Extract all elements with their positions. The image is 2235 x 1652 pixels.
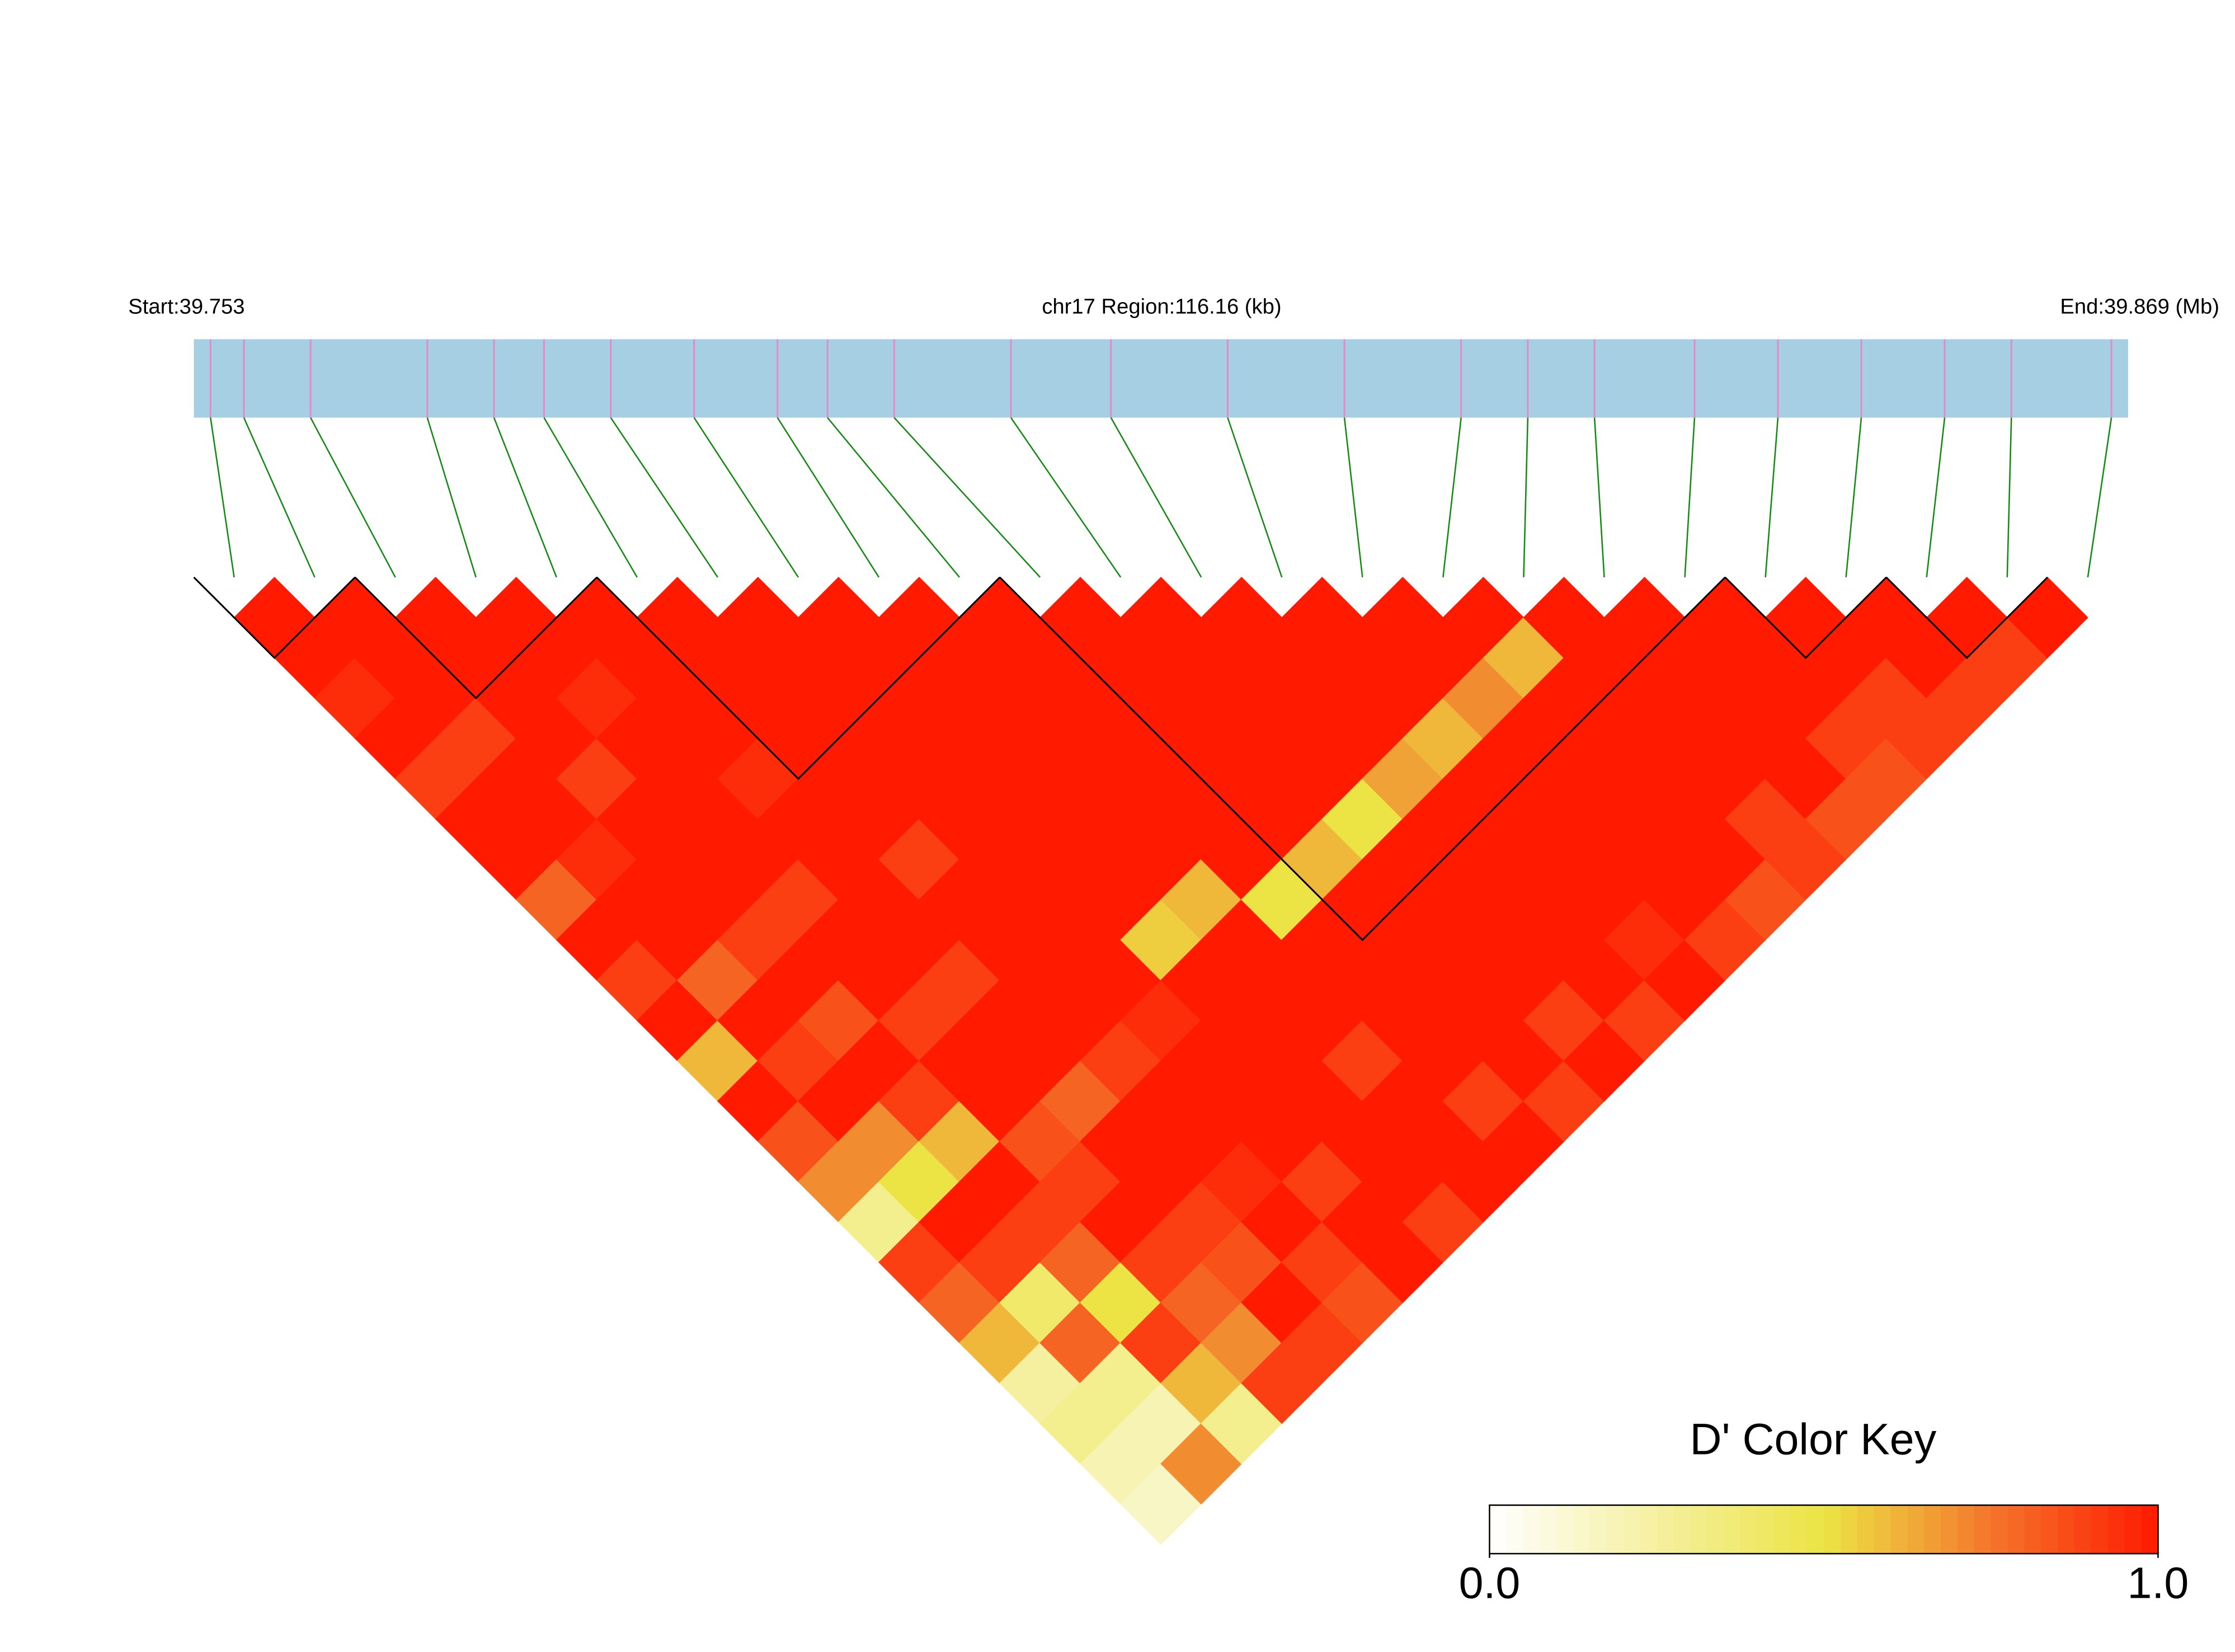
key-swatch	[2124, 1505, 2142, 1554]
key-swatch	[1640, 1505, 1658, 1554]
key-swatch	[1589, 1505, 1607, 1554]
snp-connector	[426, 417, 477, 578]
key-tick-label: 1.0	[2128, 1559, 2189, 1608]
ld-block	[999, 576, 1726, 942]
key-swatch	[1823, 1505, 1842, 1554]
key-swatch	[1556, 1505, 1574, 1554]
key-swatch	[1790, 1505, 1808, 1554]
snp-connector	[610, 417, 718, 578]
key-swatch	[2058, 1505, 2076, 1554]
ld-block	[1885, 576, 2048, 660]
key-swatch	[2041, 1505, 2059, 1554]
key-swatch	[1740, 1505, 1758, 1554]
snp-connector	[1926, 417, 1946, 578]
snp-connector	[693, 417, 799, 578]
key-swatch	[2107, 1505, 2125, 1554]
snp-connector	[543, 417, 638, 578]
key-swatch	[1690, 1505, 1708, 1554]
snp-connector	[1343, 417, 1363, 578]
ld-block	[354, 576, 597, 700]
key-swatch	[1857, 1505, 1875, 1554]
key-swatch	[1606, 1505, 1624, 1554]
snp-connector	[243, 417, 316, 578]
key-swatch	[1757, 1505, 1775, 1554]
snp-connector	[1110, 417, 1202, 578]
gene-bar	[194, 339, 2128, 418]
key-swatch	[2141, 1505, 2159, 1554]
key-swatch	[1523, 1505, 1541, 1554]
key-swatch	[2091, 1505, 2109, 1554]
snp-connector	[827, 417, 961, 578]
snp-connector	[1010, 417, 1122, 578]
snp-connector	[777, 417, 880, 578]
key-swatch	[1807, 1505, 1825, 1554]
key-swatch	[2074, 1505, 2092, 1554]
key-frame	[1489, 1504, 2159, 1555]
key-swatch	[1573, 1505, 1591, 1554]
key-swatch	[1706, 1505, 1724, 1554]
snp-connector	[493, 417, 557, 578]
key-swatch	[1723, 1505, 1741, 1554]
key-swatch	[1924, 1505, 1942, 1554]
key-swatch	[1506, 1505, 1524, 1554]
snp-connector	[1523, 417, 1529, 577]
ld-block	[596, 576, 1001, 780]
key-swatch	[2007, 1505, 2025, 1554]
snp-connector	[2087, 417, 2112, 578]
snp-connector	[2006, 417, 2012, 577]
snp-connector	[1442, 417, 1462, 578]
key-swatch	[1489, 1505, 1507, 1554]
snp-connector	[1765, 417, 1779, 578]
key-swatch	[1840, 1505, 1858, 1554]
snp-connector	[893, 417, 1041, 578]
snp-connector	[210, 417, 235, 578]
key-swatch	[1941, 1505, 1959, 1554]
key-swatch	[1907, 1505, 1925, 1554]
key-swatch	[1540, 1505, 1558, 1554]
key-title: D' Color Key	[1690, 1414, 1936, 1463]
key-tick-label: 0.0	[1459, 1559, 1521, 1608]
snp-connector	[1227, 417, 1283, 578]
key-swatch	[1673, 1505, 1691, 1554]
snp-connector	[1593, 417, 1605, 577]
start-label: Start:39.753	[128, 294, 244, 318]
snp-connector	[1845, 417, 1862, 578]
key-swatch	[1974, 1505, 1992, 1554]
key-swatch	[1890, 1505, 1908, 1554]
region-label: chr17 Region:116.16 (kb)	[1042, 294, 1281, 318]
ld-block	[193, 576, 356, 660]
end-label: End:39.869 (Mb)	[2060, 294, 2219, 318]
key-swatch	[2024, 1505, 2042, 1554]
snp-connector	[310, 417, 396, 578]
key-swatch	[1874, 1505, 1891, 1554]
key-swatch	[1623, 1505, 1641, 1554]
key-swatch	[1657, 1505, 1674, 1554]
key-swatch	[1991, 1505, 2008, 1554]
key-swatch	[1773, 1505, 1791, 1554]
key-swatch	[1957, 1505, 1975, 1554]
snp-connector	[1684, 417, 1696, 577]
ld-block	[1724, 576, 1887, 660]
